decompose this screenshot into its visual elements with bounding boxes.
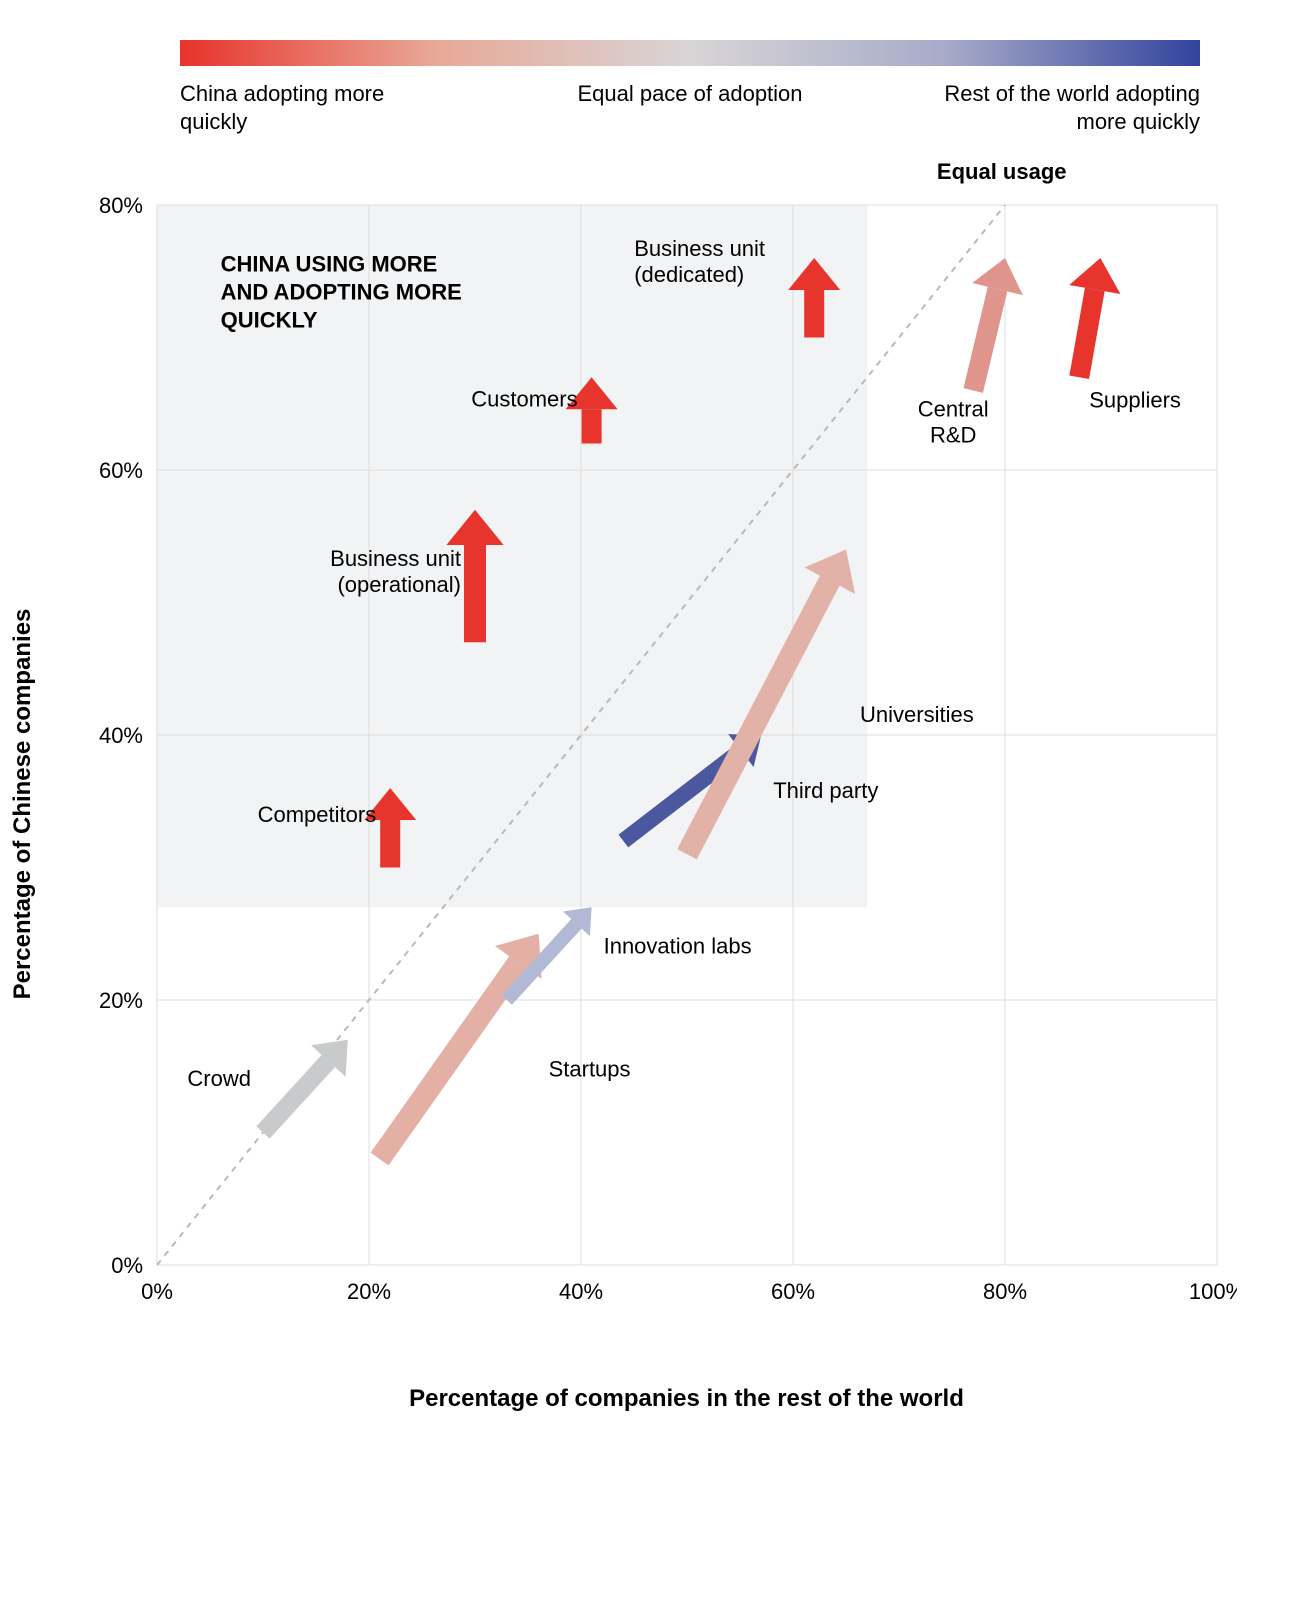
x-tick-label: 0% [141, 1279, 173, 1304]
arrow-shaft [973, 289, 997, 390]
arrow-label: (operational) [337, 572, 461, 597]
y-tick-label: 80% [98, 195, 142, 218]
chart-svg: 0% 20% 40% 60% 80% 100% 0% 20% 40% 60% 80% CHINA US… [77, 195, 1237, 1325]
y-axis-label: Percentage of Chinese companies [9, 609, 37, 1000]
y-tick-label: 40% [98, 723, 142, 748]
x-tick-label: 40% [558, 1279, 602, 1304]
legend-labels: China adopting more quickly Equal pace o… [180, 80, 1200, 135]
arrow-label: R&D [929, 423, 975, 448]
arrow-shaft [379, 963, 518, 1159]
arrow-label: Customers [471, 386, 577, 411]
legend-gradient-bar [180, 40, 1200, 66]
legend-label-right: Rest of the world adopting more quickly [940, 80, 1200, 135]
arrow-shaft [263, 1061, 328, 1132]
arrow-label: Third party [773, 778, 878, 803]
chart-plot-wrap: Equal usage Percentage of Chinese compan… [77, 195, 1237, 1413]
x-axis-label: Percentage of companies in the rest of t… [137, 1385, 1237, 1413]
arrow-label: Business unit [634, 236, 765, 261]
arrow-head [1069, 258, 1120, 294]
equal-usage-label: Equal usage [937, 159, 1067, 185]
arrow-label: Crowd [187, 1066, 251, 1091]
arrow-label: Universities [860, 702, 974, 727]
arrow-label: Innovation labs [603, 934, 751, 959]
y-tick-label: 0% [111, 1253, 143, 1278]
x-tick-label: 100% [1188, 1279, 1236, 1304]
arrow-label: Startups [548, 1056, 630, 1081]
legend-label-left: China adopting more quickly [180, 80, 440, 135]
region-label: QUICKLY [220, 307, 317, 332]
arrow-label: Business unit [330, 546, 461, 571]
arrow-label: Central [917, 397, 988, 422]
region-label: CHINA USING MORE [220, 251, 437, 276]
y-tick-label: 60% [98, 458, 142, 483]
arrow-label: (dedicated) [634, 262, 744, 287]
region-label: AND ADOPTING MORE [220, 279, 461, 304]
legend-gradient-svg [180, 40, 1200, 66]
legend-label-center: Equal pace of adoption [577, 80, 802, 135]
chart-container: China adopting more quickly Equal pace o… [40, 40, 1273, 1413]
arrow-label: Competitors [257, 802, 376, 827]
arrow-label: Suppliers [1089, 387, 1181, 412]
arrow-shaft [1079, 290, 1095, 378]
y-tick-label: 20% [98, 988, 142, 1013]
x-tick-label: 20% [346, 1279, 390, 1304]
x-tick-label: 80% [982, 1279, 1026, 1304]
x-tick-label: 60% [770, 1279, 814, 1304]
